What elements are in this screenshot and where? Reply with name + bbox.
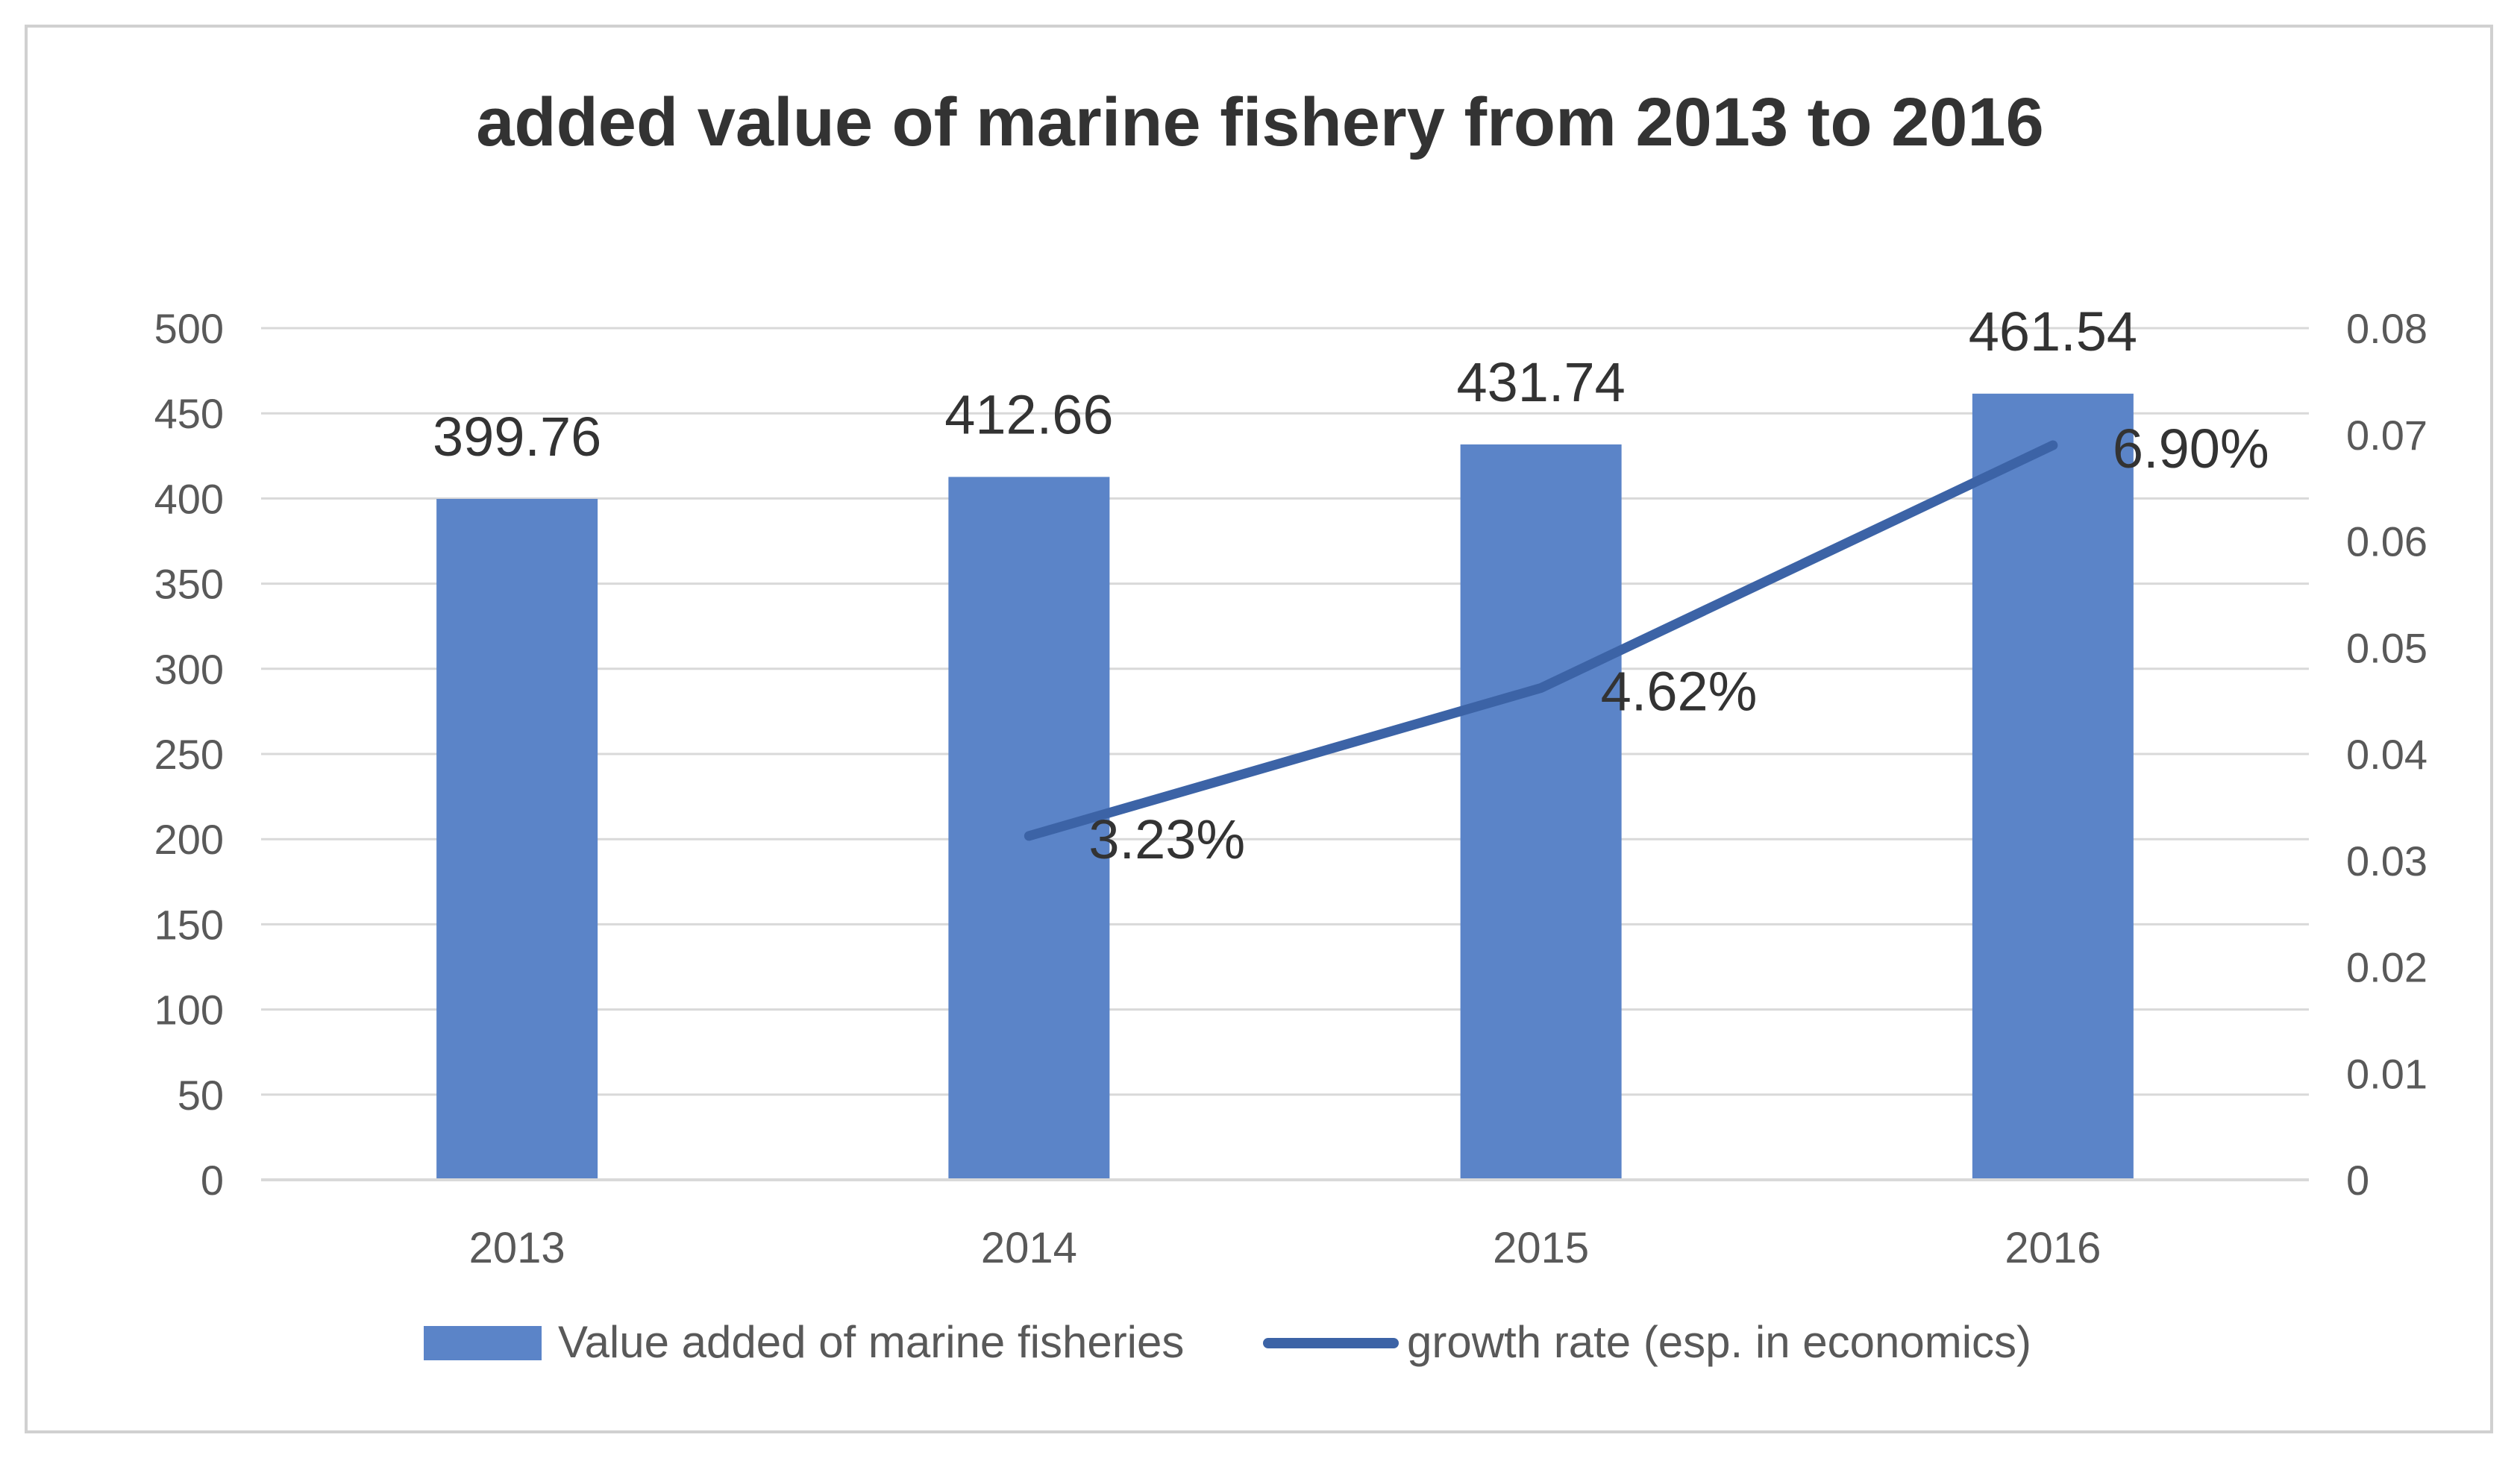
x-tick-label: 2014 <box>981 1224 1077 1272</box>
bar-series <box>436 393 2134 1180</box>
legend-label-bar: Value added of marine fisheries <box>558 1317 1184 1367</box>
left-tick-label: 50 <box>178 1072 224 1119</box>
left-tick-label: 500 <box>154 305 224 352</box>
x-tick-label: 2016 <box>2005 1224 2101 1272</box>
legend: Value added of marine fisheries growth r… <box>424 1317 2031 1367</box>
line-point <box>1028 835 1030 837</box>
line-value-label: 6.90% <box>2113 418 2269 480</box>
bar-value-label: 399.76 <box>433 406 601 468</box>
line-point <box>1540 687 1542 689</box>
right-tick-label: 0 <box>2346 1157 2369 1204</box>
bar <box>948 477 1110 1180</box>
bar-value-label: 461.54 <box>1969 301 2137 362</box>
bar <box>436 498 598 1180</box>
right-tick-label: 0.07 <box>2346 412 2427 459</box>
line-point <box>2052 444 2054 447</box>
legend-swatch-bar <box>424 1326 542 1360</box>
right-tick-label: 0.06 <box>2346 518 2427 565</box>
left-axis: 0 50 100 150 200 250 300 350 400 450 500 <box>154 305 224 1204</box>
x-tick-label: 2013 <box>469 1224 565 1272</box>
left-tick-label: 200 <box>154 816 224 863</box>
x-axis: 2013 2014 2015 2016 <box>261 1178 2309 1272</box>
left-tick-label: 100 <box>154 987 224 1034</box>
right-tick-label: 0.05 <box>2346 624 2427 671</box>
left-tick-label: 400 <box>154 475 224 522</box>
gridlines <box>261 327 2309 1096</box>
left-tick-label: 350 <box>154 561 224 608</box>
line-value-label: 4.62% <box>1601 660 1758 722</box>
bar <box>1460 444 1622 1180</box>
legend-label-line: growth rate (esp. in economics) <box>1407 1317 2031 1367</box>
line-value-label: 3.23% <box>1088 808 1245 870</box>
chart-title: added value of marine fishery from 2013 … <box>476 84 2044 160</box>
bar <box>1972 393 2134 1180</box>
x-tick-label: 2015 <box>1493 1224 1589 1272</box>
right-axis: 0 0.01 0.02 0.03 0.04 0.05 0.06 0.07 0.08 <box>2346 305 2427 1204</box>
right-tick-label: 0.01 <box>2346 1050 2427 1097</box>
left-tick-label: 450 <box>154 390 224 437</box>
right-tick-label: 0.03 <box>2346 838 2427 884</box>
bar-value-label: 431.74 <box>1456 351 1625 413</box>
left-tick-label: 300 <box>154 646 224 693</box>
right-tick-label: 0.04 <box>2346 731 2427 778</box>
left-tick-label: 0 <box>201 1157 224 1204</box>
line-series <box>1024 440 2058 841</box>
data-labels: 399.76 412.66 431.74 461.54 3.23% 4.62% 6.90% <box>433 301 2269 870</box>
bar-value-label: 412.66 <box>944 383 1113 445</box>
left-tick-label: 250 <box>154 731 224 778</box>
right-tick-label: 0.08 <box>2346 305 2427 352</box>
left-tick-label: 150 <box>154 901 224 948</box>
right-tick-label: 0.02 <box>2346 944 2427 991</box>
